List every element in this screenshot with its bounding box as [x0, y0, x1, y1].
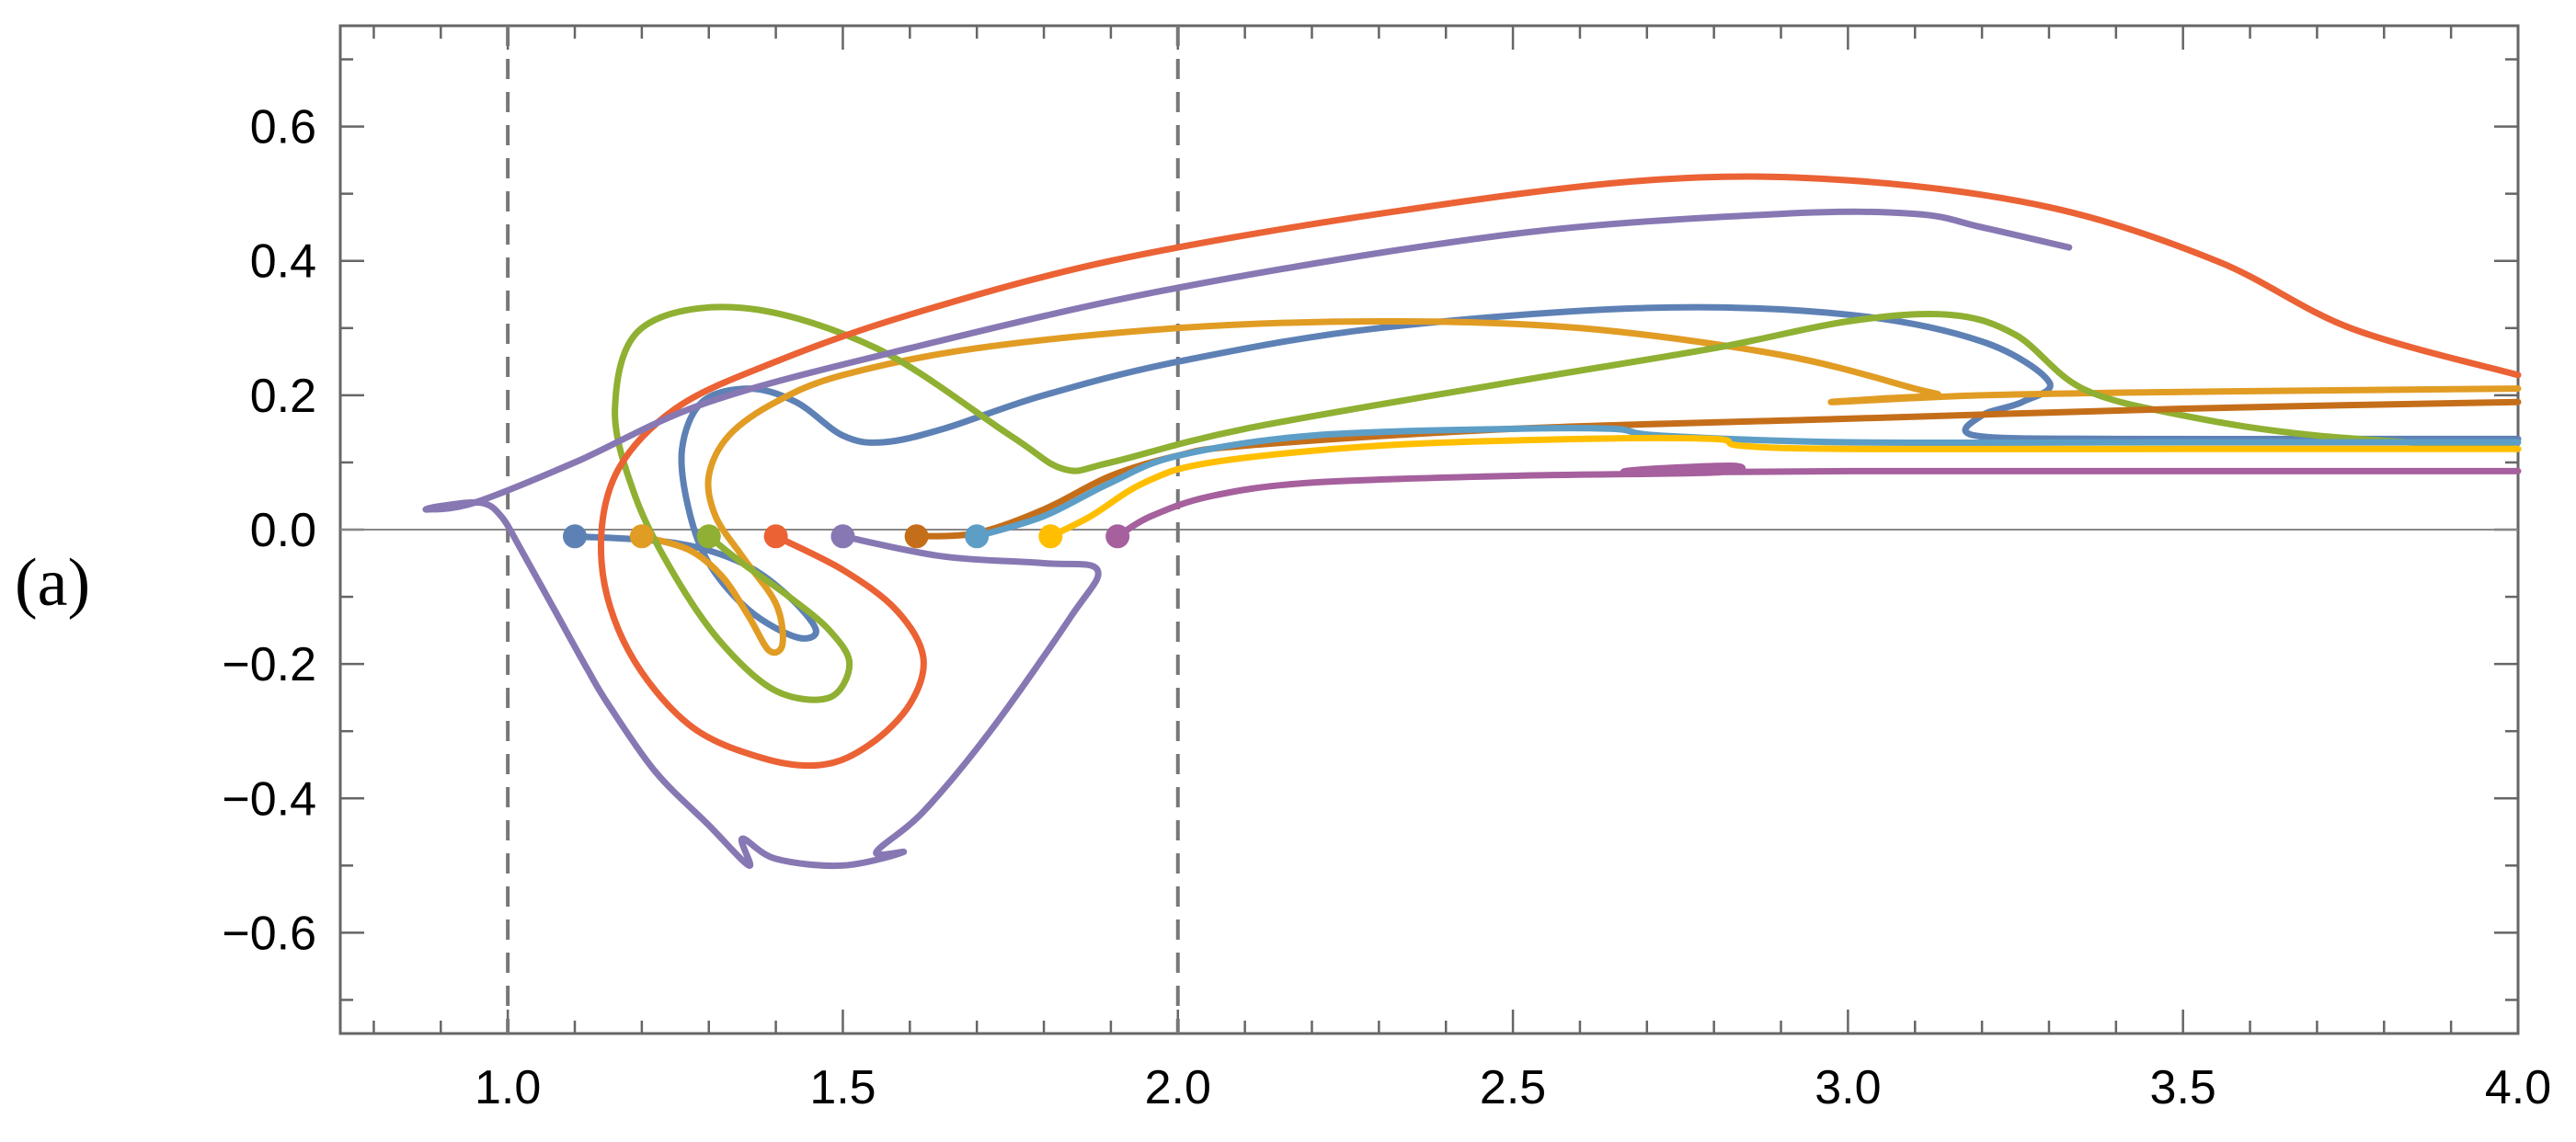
series-line-9 — [1114, 463, 2522, 540]
x-tick-label: 4.0 — [2485, 1061, 2551, 1114]
panel-label: (a) — [15, 545, 91, 621]
x-tick-label: 3.5 — [2150, 1061, 2216, 1114]
series-line-2 — [638, 318, 2522, 657]
start-marker-4 — [763, 524, 788, 549]
series-line-7 — [973, 425, 2522, 540]
series-line-4 — [597, 173, 2522, 770]
tick-marks — [340, 26, 2520, 1034]
x-tick-label: 1.5 — [809, 1061, 876, 1114]
series-lines — [422, 173, 2522, 870]
series-line-8 — [1047, 434, 2522, 540]
x-tick-label: 1.0 — [475, 1061, 541, 1114]
y-tick-label: −0.2 — [222, 638, 316, 691]
start-marker-7 — [965, 524, 990, 549]
series-line-5 — [422, 208, 2073, 870]
y-tick-label: −0.4 — [222, 772, 316, 826]
series-line-3 — [612, 303, 2522, 703]
x-tick-label: 3.0 — [1815, 1061, 1881, 1114]
start-marker-1 — [563, 524, 588, 549]
tick-labels: 1.0 1.5 2.0 2.5 3.0 3.5 4.0 0.6 0.4 0.2 0.0 −0.2 −0.… — [222, 101, 2551, 1114]
start-marker-9 — [1105, 524, 1130, 549]
y-tick-label: 0.0 — [250, 504, 316, 557]
y-tick-label: 0.4 — [250, 235, 316, 289]
y-tick-label: −0.6 — [222, 907, 316, 960]
start-marker-2 — [629, 524, 654, 549]
reference-lines — [340, 26, 2518, 1034]
x-tick-label: 2.5 — [1480, 1061, 1546, 1114]
start-marker-8 — [1038, 524, 1063, 549]
start-marker-6 — [904, 524, 929, 549]
x-tick-label: 2.0 — [1145, 1061, 1211, 1114]
start-marker-3 — [696, 524, 721, 549]
start-markers — [563, 524, 1130, 549]
y-tick-label: 0.6 — [250, 101, 316, 154]
start-marker-5 — [830, 524, 855, 549]
y-tick-label: 0.2 — [250, 370, 316, 423]
